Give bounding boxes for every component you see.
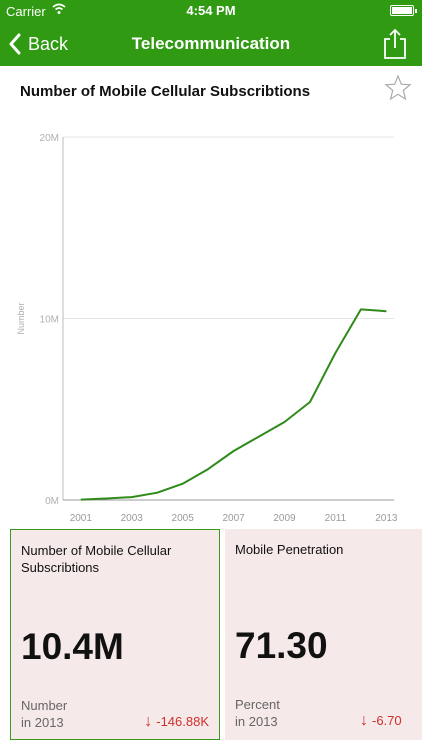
x-tick-label: 2013: [375, 513, 398, 524]
card-delta: ↓ -6.70: [360, 712, 402, 730]
series-line: [80, 308, 387, 501]
metric-card-subscriptions[interactable]: Number of Mobile Cellular Subscribtions …: [10, 529, 220, 740]
y-tick-label: 20M: [40, 133, 59, 144]
y-tick-label: 10M: [40, 315, 59, 326]
down-arrow-icon: ↓: [360, 712, 368, 729]
status-time: 4:54 PM: [186, 3, 236, 18]
x-tick-label: 2003: [121, 513, 144, 524]
y-tick-label: 0M: [45, 496, 59, 507]
y-axis-label: Number: [16, 302, 26, 334]
wifi-icon: [52, 3, 66, 14]
card-delta: ↓ -146.88K: [144, 713, 209, 731]
down-arrow-icon: ↓: [144, 713, 153, 730]
page-title: Telecommunication: [131, 34, 291, 53]
x-tick-label: 2001: [70, 513, 93, 524]
line-chart: 0M 10M 20M 2001 2003 2005 2007 2009 2011 2013 Numb…: [16, 133, 398, 524]
x-tick-label: 2007: [222, 513, 245, 524]
card-delta-value: -6.70: [372, 713, 402, 728]
chart-title: Number of Mobile Cellular Subscribtions: [20, 83, 311, 100]
metric-card-penetration[interactable]: Mobile Penetration 71.30 Percent in 2013…: [225, 529, 422, 740]
back-button-label: Back: [28, 33, 69, 54]
x-tick-label: 2009: [273, 513, 296, 524]
back-button[interactable]: Back: [8, 30, 68, 58]
card-value: 10.4M: [21, 626, 124, 667]
card-delta-value: -146.88K: [156, 714, 209, 729]
chevron-left-icon: [9, 33, 21, 55]
card-year: in 2013: [21, 715, 64, 730]
status-bar: Carrier 4:54 PM: [0, 0, 422, 22]
x-tick-label: 2005: [172, 513, 195, 524]
card-unit: Number: [21, 698, 68, 713]
navigation-bar: Back Telecommunication: [0, 22, 422, 66]
carrier-label: Carrier: [6, 4, 46, 19]
card-unit: Percent: [235, 697, 280, 712]
battery-icon: [390, 5, 417, 16]
card-value: 71.30: [235, 625, 328, 666]
favorite-star-icon[interactable]: [384, 74, 412, 102]
card-title: Number of Mobile Cellular Subscribtions: [21, 543, 172, 575]
card-year: in 2013: [235, 714, 278, 729]
share-icon[interactable]: [382, 28, 408, 60]
card-title: Mobile Penetration: [235, 542, 344, 557]
x-tick-label: 2011: [325, 513, 347, 524]
